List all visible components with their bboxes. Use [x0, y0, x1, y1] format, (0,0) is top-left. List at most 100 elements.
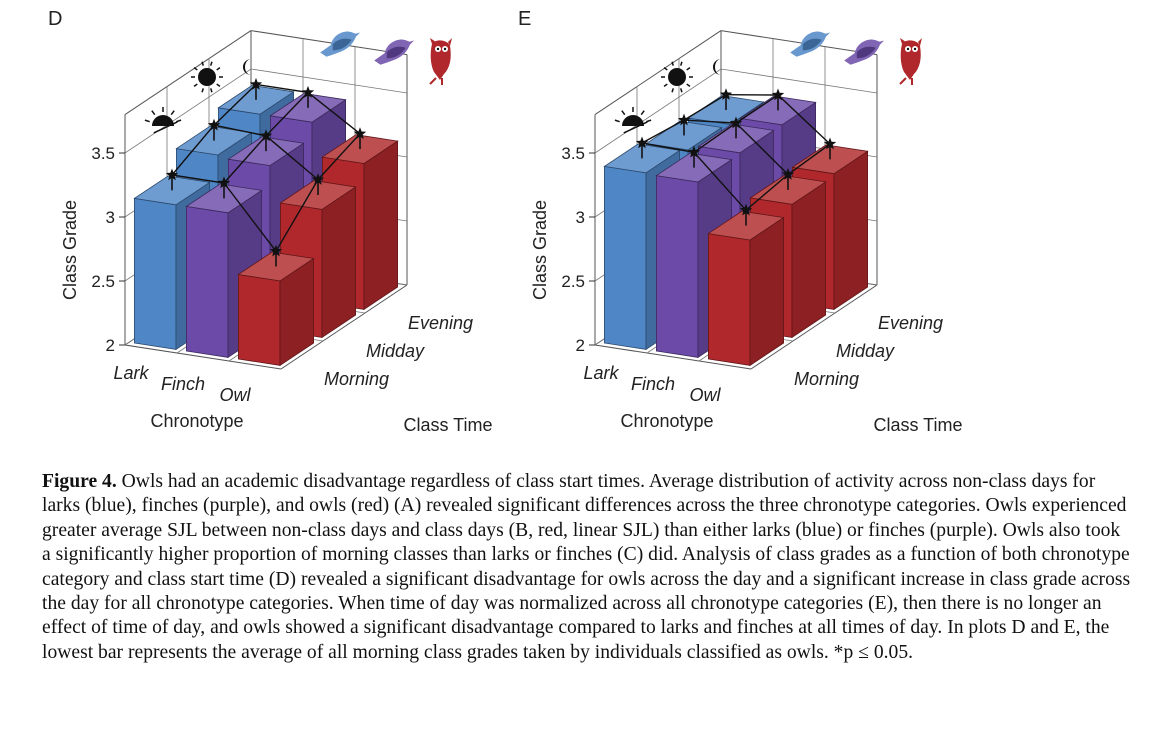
top-left-edge — [594, 30, 722, 116]
bar-side-face — [833, 150, 868, 311]
sun-ray — [686, 66, 691, 71]
sun-ray — [176, 119, 182, 123]
sun-ray — [671, 61, 675, 66]
significance-star — [739, 203, 753, 216]
horizon-line — [623, 121, 648, 134]
y-axis-label: Class Time — [873, 415, 962, 435]
significance-star — [249, 77, 263, 90]
sun-ray — [216, 66, 221, 71]
bar-top-face — [739, 95, 817, 126]
significance-star — [259, 129, 273, 142]
class-time-tick-label: Midday — [836, 341, 895, 361]
sun-disc — [198, 68, 216, 86]
owl-body — [430, 40, 451, 80]
y-axis-line — [750, 284, 878, 370]
bars — [603, 95, 869, 367]
moon-icon — [713, 59, 721, 75]
finch-bird-icon — [374, 39, 415, 65]
significance-star — [311, 173, 325, 185]
sun-ray — [679, 61, 683, 66]
z-axis-label: Class Grade — [530, 200, 550, 300]
figure-caption: Figure 4. Owls had an academic disadvant… — [42, 470, 1132, 665]
significance-star — [635, 136, 649, 149]
bird-wing — [802, 38, 822, 51]
z-tick-label: 3.5 — [561, 144, 585, 163]
moon-crescent — [713, 59, 721, 75]
owl-bird-icon — [429, 38, 452, 85]
bird-wing — [386, 46, 406, 59]
bar-front-face — [604, 165, 647, 350]
significance-star — [207, 118, 221, 131]
significance-star — [687, 145, 701, 158]
chronotype-tick-label: Finch — [161, 374, 205, 394]
x-axis-label: Chronotype — [150, 411, 243, 431]
sun-ray — [663, 83, 668, 88]
bar-top-face — [707, 210, 785, 241]
class-time-tick-label: Midday — [366, 341, 425, 361]
owl-ear-tufts — [430, 38, 452, 46]
y-axis-label: Class Time — [403, 415, 492, 435]
bar-side-face — [791, 181, 826, 339]
panel-e-chart: E 2 2.5 3 3.5 Class Grade Lark Finch Owl Morning M… — [518, 8, 963, 435]
sunrise-icon — [614, 107, 652, 134]
sun-ray — [201, 88, 205, 93]
figure-4-bar-charts: D 2 2.5 3 3.5 Class Grade Lark Finch Owl Morning M… — [48, 8, 963, 435]
bird-wing — [856, 46, 876, 59]
caption-text: Owls had an academic disadvantage regard… — [42, 471, 1131, 663]
bar-front-face — [185, 205, 229, 358]
x-axis-label: Chronotype — [620, 411, 713, 431]
significance-star — [781, 168, 795, 180]
y-axis-line — [280, 284, 408, 370]
sun-ray — [193, 83, 198, 88]
chronotype-tick-label: Lark — [583, 363, 619, 383]
bar-top-face — [227, 136, 305, 167]
bar-front-face — [237, 274, 281, 366]
sun-ray — [193, 66, 198, 71]
z-axis-label: Class Grade — [60, 200, 80, 300]
bar-top-face — [133, 175, 211, 206]
panel-letter: E — [518, 8, 531, 30]
sunrise-half-disc — [152, 115, 174, 126]
sun-ray — [663, 66, 668, 71]
bar-side-face — [749, 216, 784, 367]
sun-ray — [621, 110, 626, 116]
sun-ray — [646, 119, 652, 123]
sun-ray — [144, 119, 150, 123]
chronotype-tick-label: Owl — [220, 385, 252, 405]
bird-wing — [332, 38, 352, 51]
top-back-edge — [250, 30, 408, 56]
class-time-tick-label: Morning — [324, 369, 389, 389]
sun-ray — [209, 61, 213, 66]
bar-top-face — [749, 175, 827, 205]
bar-owl-morning — [707, 210, 785, 367]
class-time-tick-label: Evening — [878, 313, 943, 333]
sun-icon — [661, 61, 693, 93]
significance-star — [729, 116, 743, 129]
caption-label: Figure 4. — [42, 471, 117, 492]
panel-letter: D — [48, 8, 62, 30]
owl-legs — [429, 77, 443, 85]
owl-bird-icon — [899, 38, 922, 85]
z-tick-label: 2 — [576, 336, 585, 355]
sun-ray — [151, 110, 156, 116]
owl-legs — [899, 77, 913, 85]
owl-pupil — [913, 47, 917, 51]
moon-icon — [243, 59, 251, 75]
sun-icon — [191, 61, 223, 93]
significance-star — [823, 137, 837, 150]
sunrise-icon — [144, 107, 182, 134]
top-back-edge — [720, 30, 878, 56]
chronotype-tick-label: Owl — [690, 385, 722, 405]
bar-top-face — [697, 123, 775, 154]
significance-markers — [165, 77, 367, 267]
sun-ray — [170, 110, 175, 116]
z-tick-label: 2.5 — [561, 272, 585, 291]
owl-ear-tufts — [900, 38, 922, 46]
z-tick-label: 3 — [106, 208, 115, 227]
bar-side-face — [363, 140, 399, 311]
sun-ray — [686, 83, 691, 88]
sun-ray — [679, 88, 683, 93]
panel-d-chart: D 2 2.5 3 3.5 Class Grade Lark Finch Owl Morning M… — [48, 8, 493, 435]
x-axis-line — [124, 344, 282, 370]
horizon-line — [153, 121, 178, 134]
